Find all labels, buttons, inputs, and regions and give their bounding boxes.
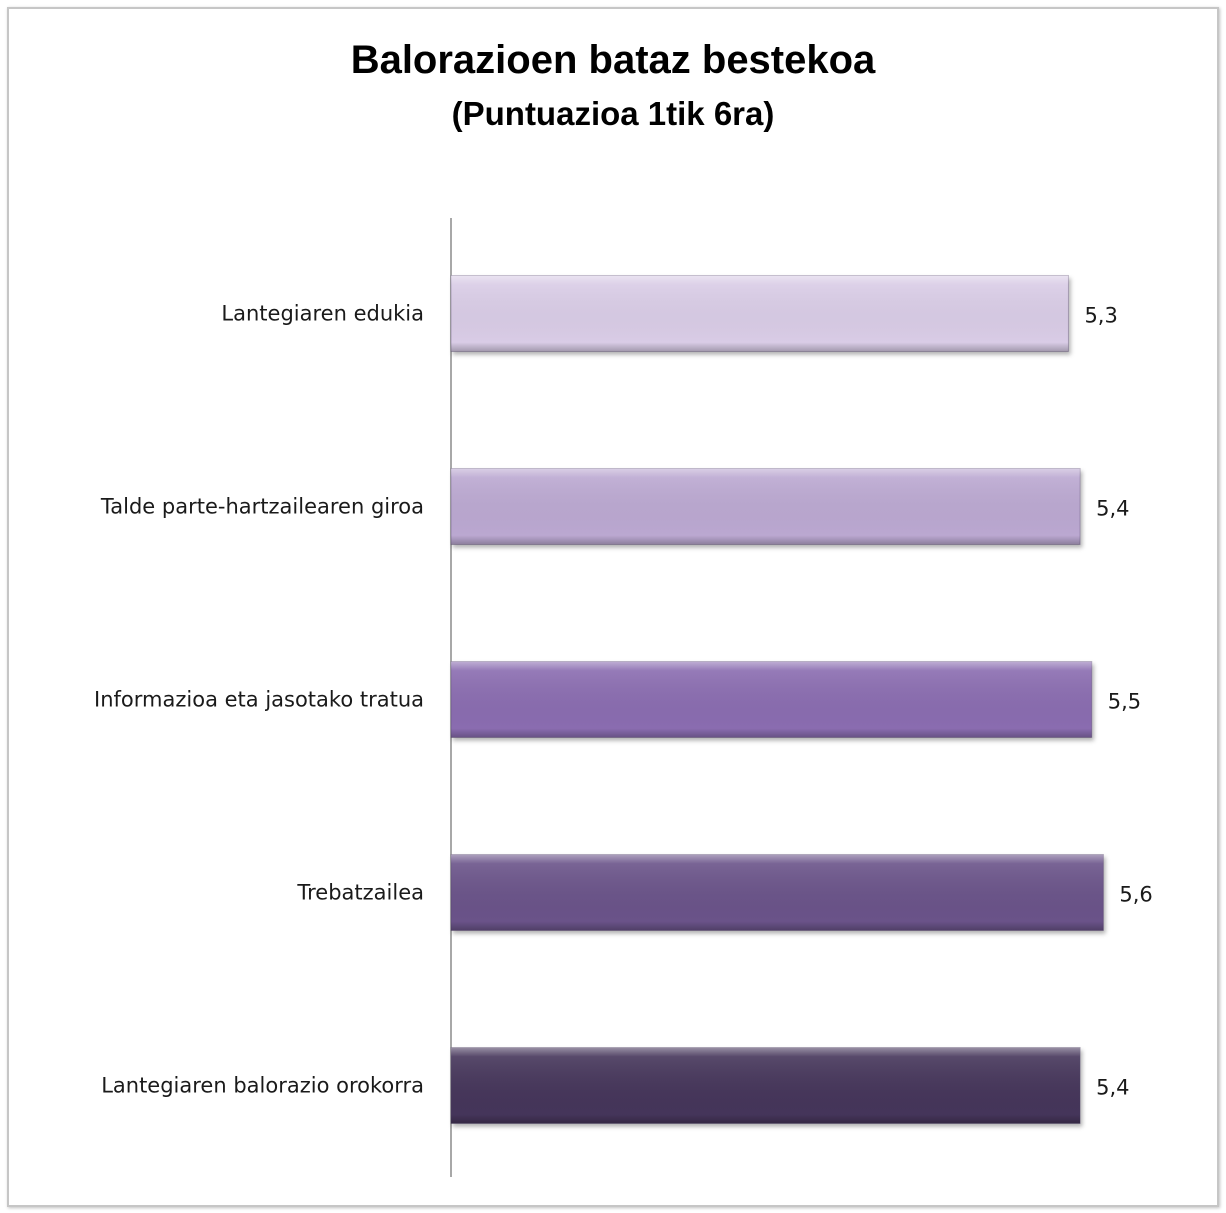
bar-gloss-5 [451,1047,1081,1124]
category-label-4: Trebatzailea [296,881,424,905]
category-label-1: Lantegiaren edukia [221,302,424,326]
value-label-4: 5,6 [1119,883,1152,907]
value-label-1: 5,3 [1084,304,1117,328]
chart-title: Balorazioen bataz bestekoa [350,38,876,82]
bar-gloss-4 [451,854,1104,931]
bar-gloss-2 [451,468,1081,545]
chart-frame [7,7,1219,1207]
category-label-5: Lantegiaren balorazio orokorra [101,1074,424,1098]
value-label-5: 5,4 [1096,1076,1129,1100]
value-label-2: 5,4 [1096,497,1129,521]
category-label-3: Informazioa eta jasotako tratua [94,688,424,712]
value-label-3: 5,5 [1108,690,1141,714]
chart-subtitle: (Puntuazioa 1tik 6ra) [451,95,775,132]
bar-gloss-3 [451,661,1092,738]
bar-gloss-1 [451,275,1069,352]
category-label-2: Talde parte-hartzailearen giroa [100,495,424,519]
